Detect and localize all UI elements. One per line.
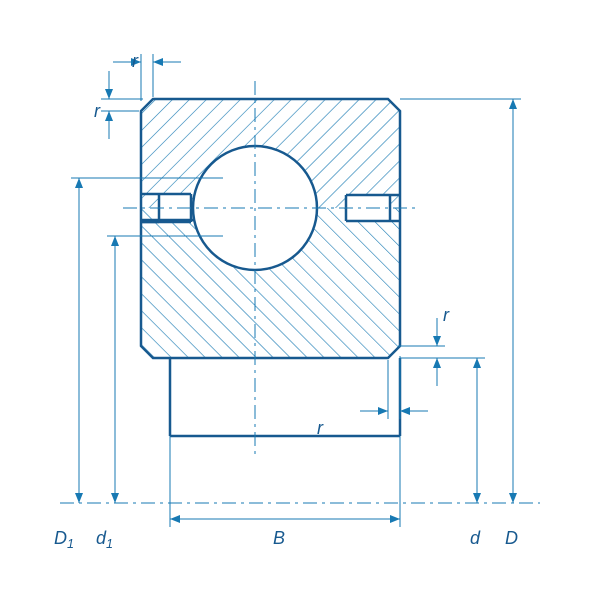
dim-d1: d1 — [96, 528, 113, 551]
dim-r-bot-h: r — [443, 305, 450, 325]
dim-B: B — [273, 528, 285, 548]
dim-r-top-w: r — [132, 51, 139, 71]
dim-r-top-h: r — [94, 101, 101, 121]
dim-r-bot-w: r — [317, 418, 324, 438]
bearing-cross-section: B Dd D1 d1 r r r r — [0, 0, 600, 600]
dim-D1: D1 — [54, 528, 74, 551]
dim-d: d — [470, 528, 481, 548]
dim-D: D — [505, 528, 518, 548]
